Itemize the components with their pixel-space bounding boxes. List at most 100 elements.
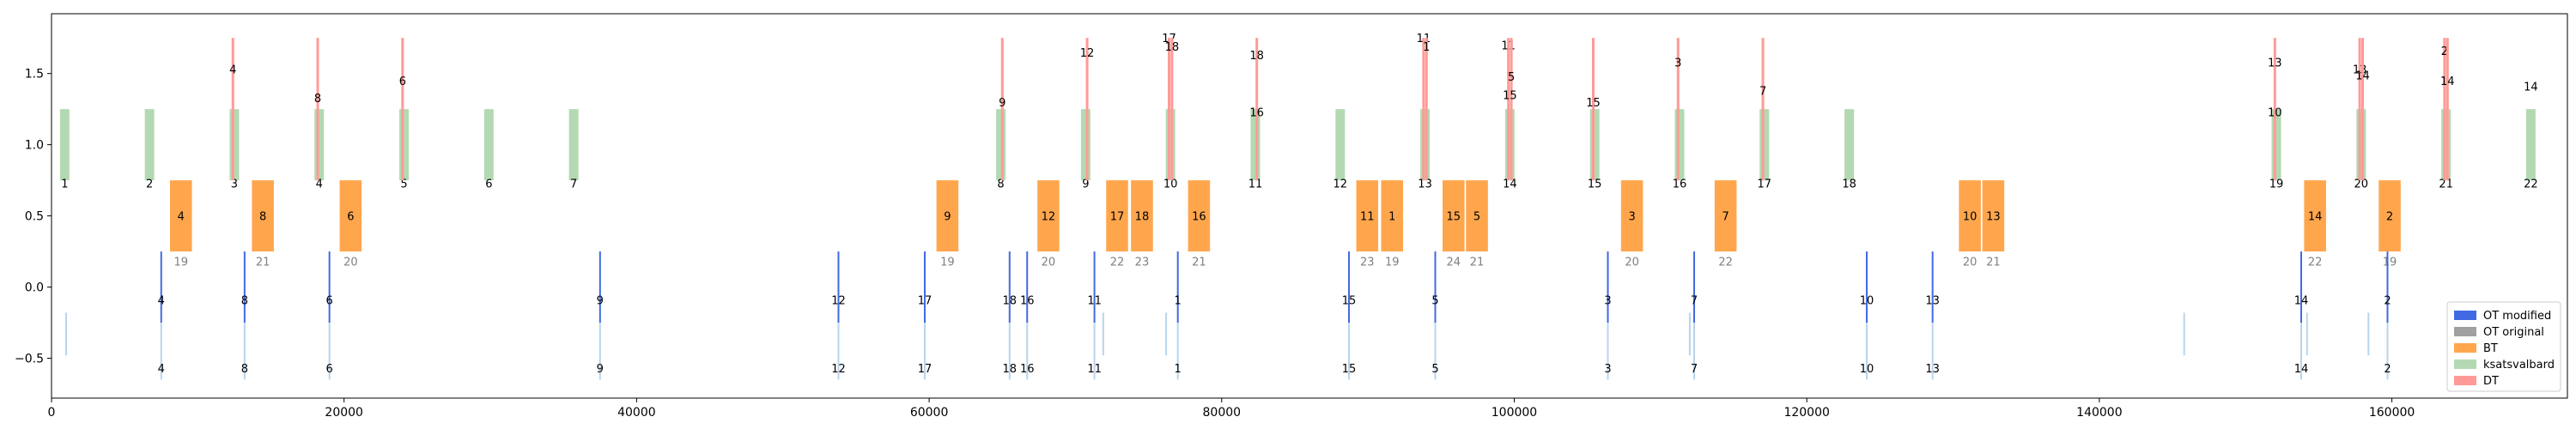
bt-station-label: 21 — [1470, 257, 1485, 269]
dt-task-bar — [2361, 38, 2365, 181]
legend-swatch — [2454, 360, 2476, 369]
bt-task-label: 16 — [1192, 211, 1206, 224]
ot-original-bar — [1176, 323, 1179, 380]
bt-task-label: 1 — [1388, 211, 1395, 224]
ksat-pass-label: 22 — [2524, 178, 2538, 190]
bt-station-label: 20 — [343, 257, 358, 269]
dt-task-label: 6 — [399, 76, 406, 88]
ksat-pass-label: 14 — [1503, 178, 1517, 190]
ot-modified-bar — [1866, 251, 1868, 323]
bt-task-label: 18 — [1135, 211, 1150, 224]
ot-original-label: 1 — [1175, 363, 1182, 376]
ot-modified-bar — [1434, 251, 1437, 323]
ksat-pass-bar — [1165, 109, 1176, 181]
bt-station-label: 22 — [1110, 257, 1125, 269]
ot-modified-label: 4 — [158, 294, 165, 307]
legend-swatch — [2454, 376, 2476, 385]
ot-original-bar — [1866, 323, 1868, 380]
dt-task-label: 15 — [1503, 90, 1517, 103]
ot-modified-label: 17 — [918, 294, 933, 307]
ksat-pass-bar — [2441, 109, 2451, 181]
dt-task-label: 9 — [999, 97, 1005, 110]
ot-modified-bar — [598, 251, 601, 323]
ot-original-bar — [923, 323, 926, 380]
ot-extra-mark — [1688, 312, 1691, 356]
bt-task-bar — [1356, 180, 1379, 252]
ot-original-label: 16 — [1020, 363, 1035, 376]
ksat-pass-label: 2 — [146, 178, 153, 190]
ot-modified-label: 13 — [1925, 294, 1940, 307]
bt-task-label: 2 — [2386, 211, 2393, 224]
ksat-pass-label: 17 — [1758, 178, 1772, 190]
dt-task-label: 15 — [1586, 97, 1601, 110]
ot-modified-label: 9 — [597, 294, 604, 307]
bt-task-bar — [1620, 180, 1643, 252]
legend-swatch — [2454, 343, 2476, 353]
dt-task-bar — [231, 38, 234, 181]
legend-label: ksatsvalbard — [2483, 359, 2555, 372]
ot-original-bar — [2386, 323, 2389, 380]
ksat-pass-label: 10 — [1163, 178, 1178, 190]
ot-extra-mark — [2367, 312, 2370, 356]
dt-task-label: 11 — [1501, 39, 1516, 52]
dt-task-bar — [2358, 38, 2361, 181]
dt-task-label: 5 — [1508, 71, 1515, 84]
ksat-pass-label: 5 — [400, 178, 407, 190]
y-tick-label: 0.0 — [25, 281, 44, 295]
bt-task-bar — [169, 180, 192, 252]
ksat-pass-label: 3 — [231, 178, 238, 190]
ot-original-label: 14 — [2294, 363, 2309, 376]
ksat-pass-bar — [483, 109, 494, 181]
dt-task-label: 3 — [1674, 57, 1681, 69]
bt-task-bar — [1443, 180, 1465, 252]
bt-station-label: 23 — [1360, 257, 1375, 269]
bt-station-label: 21 — [1192, 257, 1206, 269]
ot-original-label: 17 — [918, 363, 933, 376]
ksat-pass-label: 11 — [1249, 178, 1263, 190]
dt-task-bar — [1422, 38, 1425, 181]
bt-task-label: 15 — [1447, 211, 1461, 224]
ksat-pass-bar — [2356, 109, 2366, 181]
bt-task-bar — [252, 180, 274, 252]
dt-task-bar — [2443, 38, 2446, 181]
dt-task-label: 2 — [2441, 45, 2448, 58]
bt-task-bar — [1381, 180, 1404, 252]
y-tick-label: 0.5 — [25, 210, 44, 224]
legend-label: BT — [2483, 342, 2498, 355]
dt-task-label: 14 — [2524, 82, 2538, 94]
ot-layer: 4488669912121717181816161111111515553377… — [65, 251, 2391, 380]
bt-task-bar — [1466, 180, 1488, 252]
ot-original-bar — [1026, 323, 1029, 380]
ot-original-bar — [1093, 323, 1096, 380]
dt-task-bar — [1510, 38, 1513, 181]
ot-original-bar — [160, 323, 162, 380]
bt-station-label: 19 — [940, 257, 955, 269]
ksat-pass-bar — [229, 109, 240, 181]
legend: OT modified OT original BT ksatsvalbard DT — [2446, 301, 2561, 392]
dt-task-bar — [1000, 38, 1004, 181]
dt-task-bar — [2273, 38, 2276, 181]
bt-station-label: 22 — [1718, 257, 1733, 269]
bt-task-bar — [339, 180, 362, 252]
ksat-pass-bar — [1844, 109, 1855, 181]
x-tick-label: 120000 — [1783, 406, 1829, 420]
ot-modified-label: 12 — [831, 294, 846, 307]
bt-task-label: 8 — [259, 211, 266, 224]
ot-modified-label: 2 — [2384, 294, 2391, 307]
dt-task-label: 18 — [1165, 41, 1180, 54]
ksat-pass-label: 16 — [1673, 178, 1687, 190]
ksat-pass-label: 13 — [1418, 178, 1432, 190]
legend-swatch — [2454, 327, 2476, 336]
dt-task-bar — [401, 38, 404, 181]
ot-modified-bar — [2300, 251, 2302, 323]
y-tick-label: −0.5 — [15, 353, 44, 366]
ot-modified-label: 15 — [1342, 294, 1357, 307]
bt-task-bar — [1959, 180, 1981, 252]
dt-task-label: 14 — [2440, 76, 2455, 88]
ksat-pass-label: 19 — [2269, 178, 2284, 190]
dt-task-bar — [1167, 38, 1170, 181]
ksat-pass-label: 21 — [2439, 178, 2453, 190]
ot-modified-label: 8 — [241, 294, 248, 307]
ot-modified-label: 14 — [2294, 294, 2309, 307]
